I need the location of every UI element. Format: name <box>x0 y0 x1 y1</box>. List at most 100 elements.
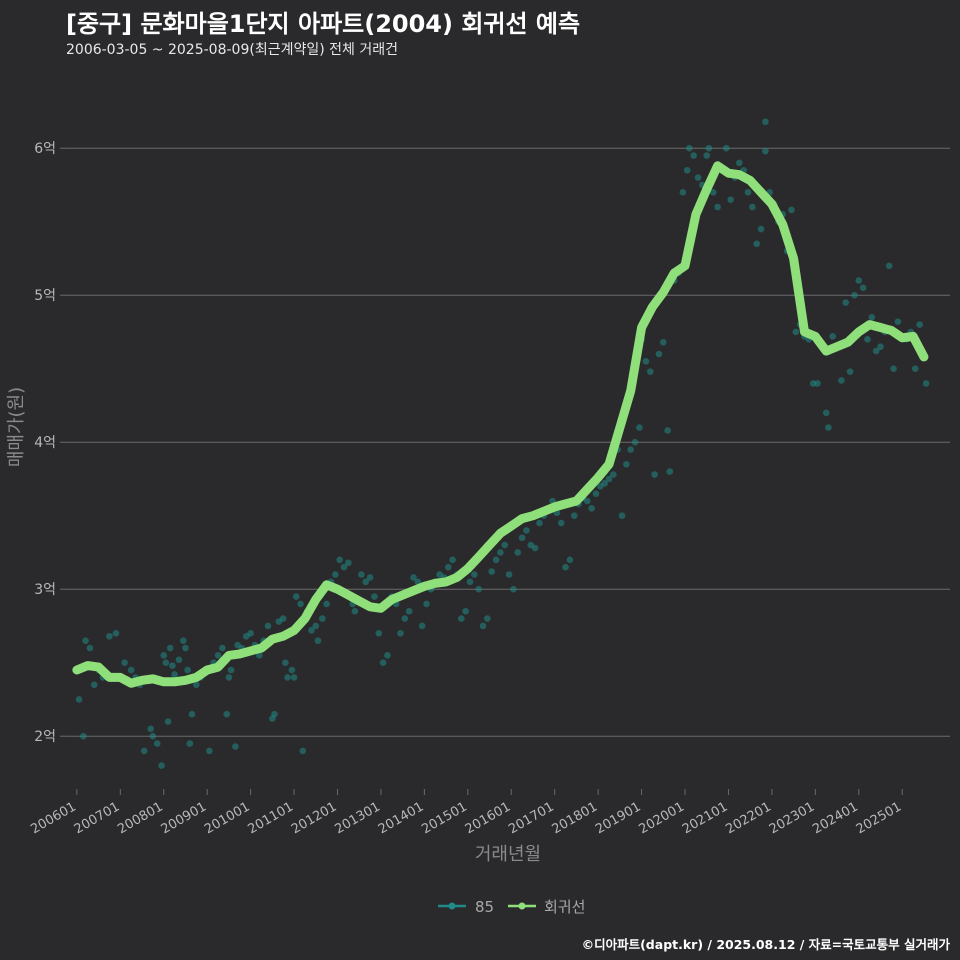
scatter-point[interactable] <box>227 666 235 674</box>
scatter-point[interactable] <box>536 519 543 527</box>
scatter-point[interactable] <box>655 350 663 358</box>
scatter-point[interactable] <box>636 424 643 431</box>
scatter-point[interactable] <box>623 460 630 468</box>
scatter-point[interactable] <box>890 365 897 373</box>
scatter-point[interactable] <box>627 446 635 453</box>
scatter-point[interactable] <box>206 747 213 755</box>
scatter-point[interactable] <box>872 347 880 355</box>
scatter-point[interactable] <box>557 519 565 527</box>
scatter-point[interactable] <box>351 607 359 615</box>
scatter-point[interactable] <box>179 637 187 644</box>
scatter-point[interactable] <box>112 630 120 637</box>
scatter-point[interactable] <box>371 593 378 600</box>
scatter-point[interactable] <box>583 497 591 505</box>
scatter-point[interactable] <box>753 240 760 248</box>
scatter-point[interactable] <box>284 674 291 681</box>
scatter-point[interactable] <box>792 328 800 336</box>
scatter-point[interactable] <box>299 747 307 755</box>
scatter-point[interactable] <box>158 762 165 769</box>
scatter-point[interactable] <box>164 718 172 725</box>
scatter-point[interactable] <box>814 380 821 387</box>
scatter-point[interactable] <box>362 578 370 586</box>
scatter-point[interactable] <box>186 740 194 747</box>
scatter-point[interactable] <box>705 144 713 152</box>
scatter-point[interactable] <box>666 468 674 475</box>
scatter-point[interactable] <box>788 206 795 214</box>
scatter-point[interactable] <box>916 321 923 328</box>
scatter-point[interactable] <box>288 666 296 674</box>
scatter-point[interactable] <box>219 644 226 652</box>
scatter-point[interactable] <box>851 291 858 299</box>
scatter-point[interactable] <box>610 471 617 478</box>
scatter-point[interactable] <box>859 284 867 292</box>
scatter-point[interactable] <box>223 710 231 718</box>
scatter-point[interactable] <box>514 549 522 556</box>
scatter-point[interactable] <box>312 622 320 630</box>
scatter-point[interactable] <box>566 556 574 564</box>
scatter-point[interactable] <box>703 152 711 159</box>
scatter-point[interactable] <box>683 166 691 174</box>
scatter-point[interactable] <box>423 600 430 608</box>
scatter-point[interactable] <box>366 574 374 581</box>
scatter-point[interactable] <box>418 622 426 630</box>
scatter-point[interactable] <box>531 544 539 552</box>
scatter-point[interactable] <box>264 622 272 630</box>
scatter-point[interactable] <box>829 333 837 340</box>
scatter-point[interactable] <box>82 637 89 644</box>
scatter-point[interactable] <box>471 571 478 578</box>
scatter-point[interactable] <box>336 556 343 564</box>
scatter-point[interactable] <box>651 471 658 478</box>
scatter-point[interactable] <box>642 358 650 365</box>
scatter-point[interactable] <box>169 662 176 669</box>
scatter-point[interactable] <box>488 568 496 575</box>
scatter-point[interactable] <box>297 600 304 608</box>
scatter-point[interactable] <box>358 571 365 578</box>
scatter-point[interactable] <box>149 732 157 740</box>
scatter-point[interactable] <box>271 710 278 718</box>
scatter-point[interactable] <box>80 732 87 740</box>
scatter-point[interactable] <box>894 318 902 325</box>
scatter-point[interactable] <box>846 368 854 375</box>
scatter-point[interactable] <box>75 696 83 703</box>
scatter-point[interactable] <box>492 556 500 564</box>
scatter-point[interactable] <box>475 585 482 593</box>
scatter-point[interactable] <box>410 574 417 581</box>
scatter-point[interactable] <box>214 652 222 659</box>
scatter-point[interactable] <box>664 427 671 434</box>
legend-item-regression[interactable]: 회귀선 <box>508 898 585 916</box>
scatter-point[interactable] <box>323 600 330 608</box>
scatter-point[interactable] <box>877 343 884 350</box>
scatter-point[interactable] <box>505 571 513 578</box>
scatter-point[interactable] <box>345 559 352 567</box>
scatter-point[interactable] <box>397 630 404 637</box>
scatter-point[interactable] <box>868 313 876 321</box>
scatter-point[interactable] <box>466 578 474 586</box>
scatter-point[interactable] <box>686 144 693 152</box>
scatter-point[interactable] <box>332 571 339 578</box>
scatter-point[interactable] <box>631 438 639 446</box>
scatter-point[interactable] <box>160 652 168 659</box>
scatter-point[interactable] <box>225 674 233 681</box>
scatter-point[interactable] <box>722 144 730 152</box>
scatter-point[interactable] <box>749 203 756 211</box>
scatter-point[interactable] <box>384 652 391 659</box>
scatter-point[interactable] <box>709 189 717 196</box>
scatter-point[interactable] <box>162 659 170 666</box>
scatter-point[interactable] <box>592 490 600 497</box>
scatter-point[interactable] <box>501 541 509 549</box>
scatter-point[interactable] <box>171 671 178 678</box>
scatter-point[interactable] <box>292 593 300 600</box>
scatter-point[interactable] <box>314 637 322 644</box>
scatter-point[interactable] <box>182 644 189 652</box>
scatter-point[interactable] <box>166 644 174 652</box>
scatter-point[interactable] <box>405 607 413 615</box>
scatter-point[interactable] <box>727 196 734 203</box>
scatter-point[interactable] <box>232 743 239 750</box>
scatter-point[interactable] <box>401 615 409 622</box>
scatter-point[interactable] <box>147 725 155 733</box>
scatter-point[interactable] <box>679 189 687 196</box>
scatter-point[interactable] <box>864 336 871 343</box>
scatter-point[interactable] <box>762 118 769 126</box>
scatter-point[interactable] <box>911 365 919 373</box>
legend-item-85[interactable]: 85 <box>438 898 494 916</box>
